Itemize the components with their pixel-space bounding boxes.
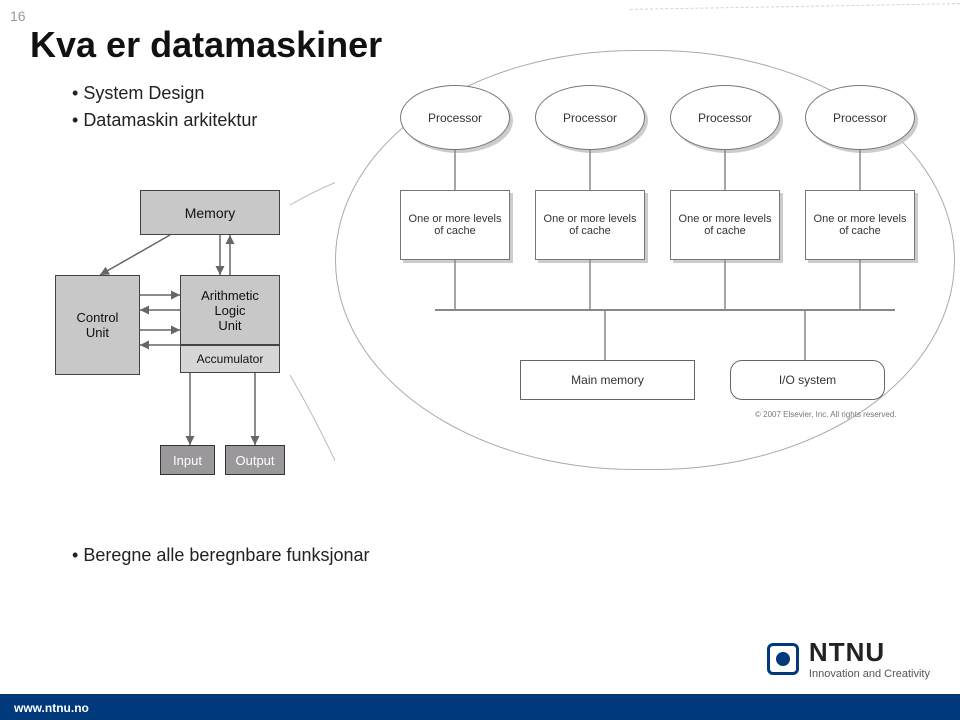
diagram-copyright: © 2007 Elsevier, Inc. All rights reserve…: [755, 410, 897, 419]
main-memory-node: Main memory: [520, 360, 695, 400]
processor-node: Processor: [670, 85, 780, 150]
processor-node: Processor: [805, 85, 915, 150]
processor-node: Processor: [535, 85, 645, 150]
ntnu-logo-icon: [767, 643, 799, 675]
cache-node: One or more levels of cache: [535, 190, 645, 260]
bullet-item: Beregne alle beregnbare funksjonar: [72, 545, 370, 566]
bullet-item: Datamaskin arkitektur: [72, 107, 257, 134]
footer-bar: [0, 694, 960, 720]
bullet-item: System Design: [72, 80, 257, 107]
alu-node: ArithmeticLogicUnit: [180, 275, 280, 345]
cache-node: One or more levels of cache: [400, 190, 510, 260]
output-node: Output: [225, 445, 285, 475]
ntnu-logo-dot: [776, 652, 790, 666]
cache-node: One or more levels of cache: [670, 190, 780, 260]
control-unit-node: ControlUnit: [55, 275, 140, 375]
left-architecture-diagram: Memory ControlUnit ArithmeticLogicUnit A…: [55, 175, 335, 545]
ntnu-logo-name: NTNU: [809, 637, 930, 668]
accumulator-node: Accumulator: [180, 345, 280, 373]
processor-node: Processor: [400, 85, 510, 150]
memory-node: Memory: [140, 190, 280, 235]
io-system-node: I/O system: [730, 360, 885, 400]
page-title: Kva er datamaskiner: [30, 24, 382, 66]
footer-url: www.ntnu.no: [14, 701, 89, 715]
ntnu-logo-tagline: Innovation and Creativity: [809, 668, 930, 680]
bullet-list: System Design Datamaskin arkitektur: [72, 80, 257, 134]
cache-node: One or more levels of cache: [805, 190, 915, 260]
right-multiprocessor-diagram: Processor Processor Processor Processor …: [335, 50, 955, 470]
decorative-dash-top: [630, 3, 960, 10]
ntnu-logo-text: NTNU Innovation and Creativity: [809, 637, 930, 680]
slide-number: 16: [10, 8, 26, 24]
ntnu-logo: NTNU Innovation and Creativity: [767, 637, 930, 680]
input-node: Input: [160, 445, 215, 475]
